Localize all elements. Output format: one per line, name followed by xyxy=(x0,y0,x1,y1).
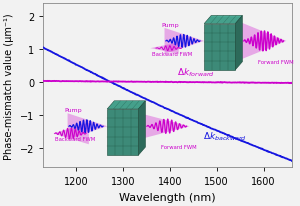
Y-axis label: Phase-mismatch value (μm⁻¹): Phase-mismatch value (μm⁻¹) xyxy=(4,13,14,159)
Text: $\Delta k_{forward}$: $\Delta k_{forward}$ xyxy=(177,66,214,78)
Text: $\Delta k_{backward}$: $\Delta k_{backward}$ xyxy=(202,130,247,142)
X-axis label: Wavelength (nm): Wavelength (nm) xyxy=(119,192,216,202)
